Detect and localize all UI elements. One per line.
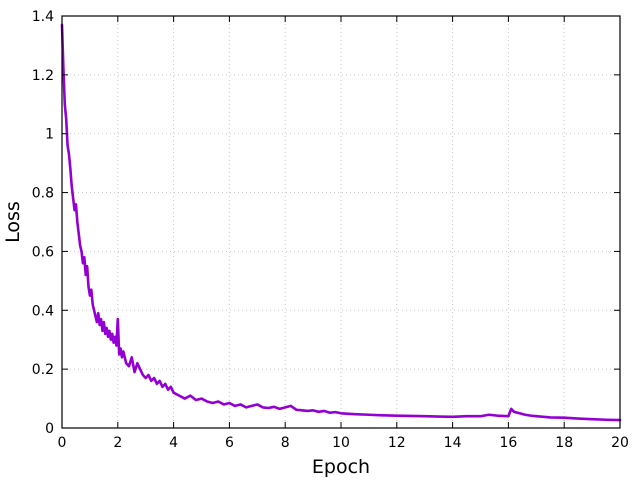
x-tick-label: 14 [444, 435, 462, 451]
x-tick-label: 12 [388, 435, 406, 451]
gridlines [62, 16, 620, 428]
loss-series-line [60, 23, 622, 422]
series-layer [60, 23, 622, 422]
y-tick-label: 1.2 [32, 68, 54, 84]
x-tick-label: 18 [555, 435, 573, 451]
y-tick-label: 0.2 [32, 362, 54, 378]
x-tick-label: 4 [169, 435, 178, 451]
x-tick-label: 10 [332, 435, 350, 451]
y-tick-label: 1.4 [32, 9, 54, 25]
y-tick-label: 0.8 [32, 186, 54, 202]
x-tick-label: 6 [225, 435, 234, 451]
x-axis-title: Epoch [312, 456, 370, 478]
x-tick-label: 0 [58, 435, 67, 451]
y-tick-label: 0 [45, 421, 54, 437]
x-tick-label: 16 [499, 435, 517, 451]
y-axis-title: Loss [2, 201, 24, 243]
x-tick-label: 8 [281, 435, 290, 451]
axis-ticks: 0 2 4 6 8 10 12 14 16 18 20 0 0.2 0.4 0.6 0.8 1 1.2 1.4 [32, 9, 629, 451]
x-tick-label: 2 [113, 435, 122, 451]
y-tick-label: 1 [45, 127, 54, 143]
plot-frame [61, 15, 621, 429]
x-tick-label: 20 [611, 435, 629, 451]
y-tick-label: 0.6 [32, 244, 54, 260]
y-tick-label: 0.4 [32, 303, 54, 319]
